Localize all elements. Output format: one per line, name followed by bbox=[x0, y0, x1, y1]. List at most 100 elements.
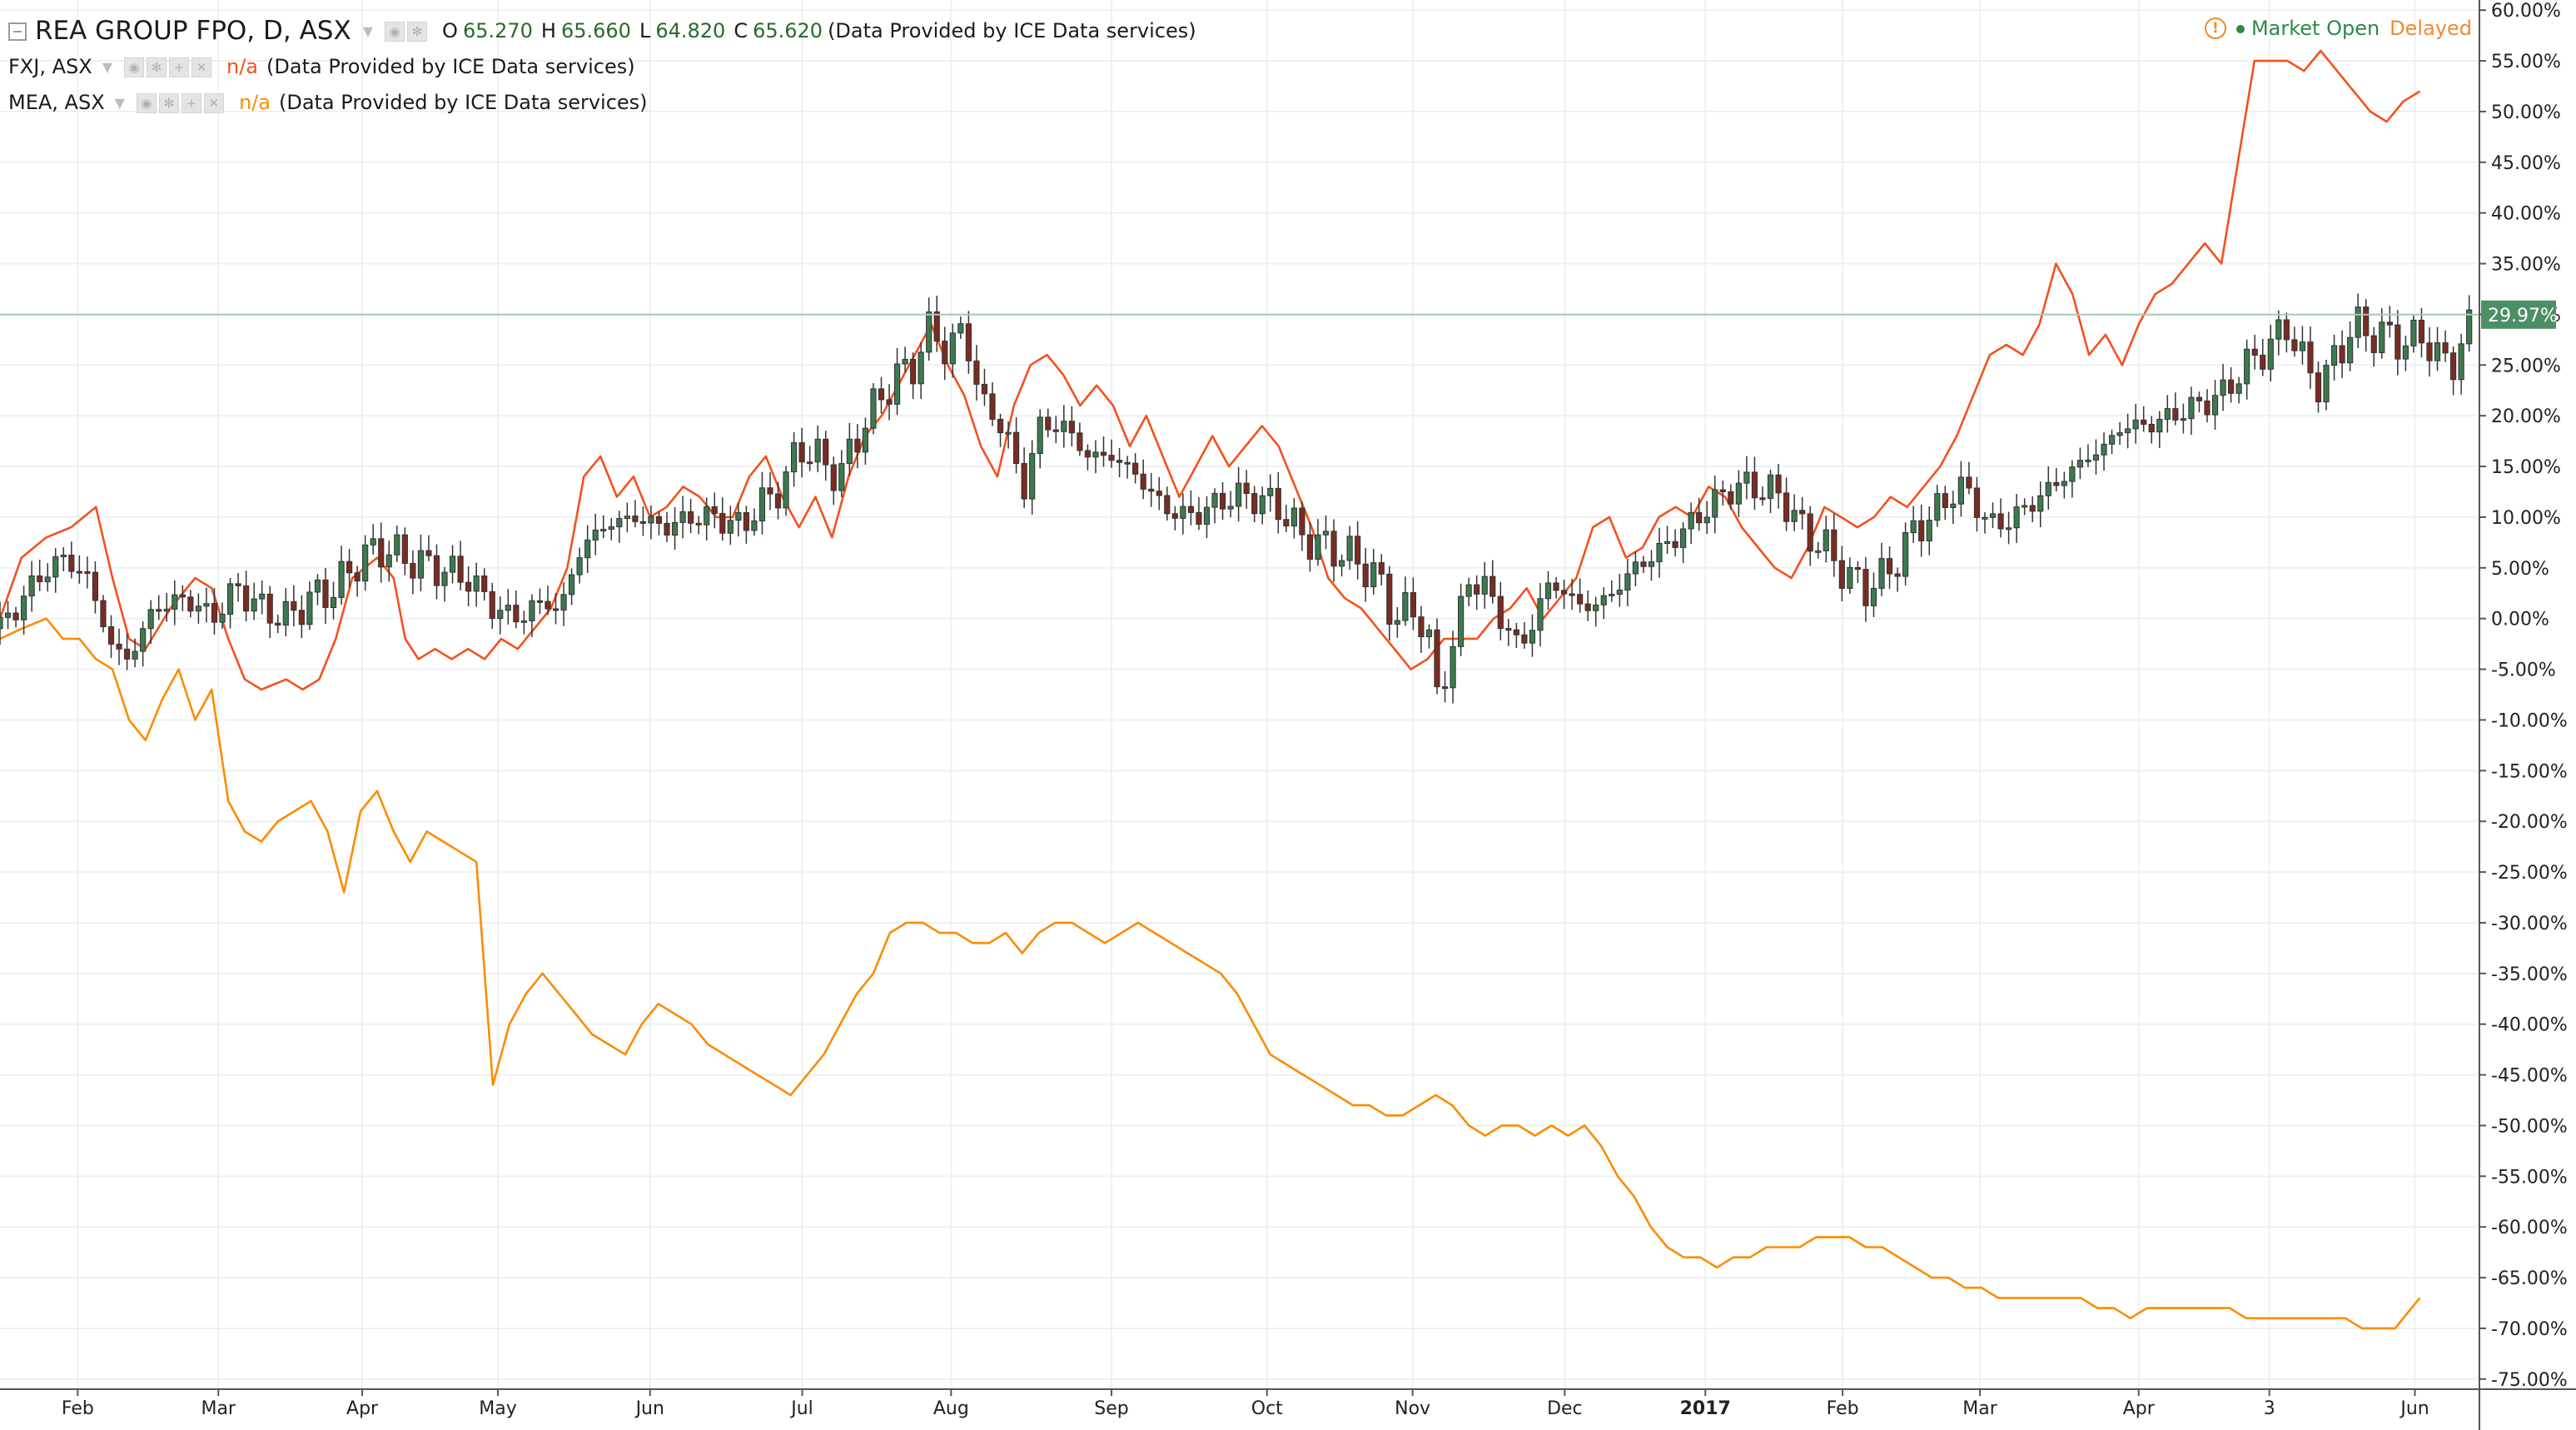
chevron-down-icon[interactable]: ▼ bbox=[362, 23, 374, 39]
series-line-fxj bbox=[0, 49, 2421, 691]
series-layer bbox=[0, 49, 2479, 1330]
collapse-icon[interactable] bbox=[8, 22, 27, 41]
gear-icon[interactable]: ✻ bbox=[407, 21, 428, 42]
candle-body bbox=[2275, 319, 2282, 340]
candle-body bbox=[1330, 531, 1337, 567]
candle-body bbox=[457, 556, 464, 583]
candle-body bbox=[536, 600, 544, 603]
y-tick-label: -50.00% bbox=[2491, 1116, 2568, 1137]
candle-body bbox=[989, 393, 996, 420]
candle-body bbox=[1966, 476, 1972, 489]
candle-body bbox=[1196, 511, 1202, 525]
candle-body bbox=[1973, 487, 1981, 518]
compare-symbol[interactable]: FXJ, ASX bbox=[8, 55, 92, 78]
gear-icon[interactable]: ✻ bbox=[147, 57, 167, 77]
candle-body bbox=[2267, 338, 2274, 370]
candle-body bbox=[1283, 519, 1290, 527]
candle-body bbox=[1942, 493, 1948, 508]
x-tick-label: May bbox=[479, 1398, 516, 1419]
candle-body bbox=[1410, 592, 1416, 618]
candle-body bbox=[1560, 590, 1568, 595]
candle-body bbox=[187, 596, 194, 612]
y-tick-label: 35.00% bbox=[2491, 255, 2561, 276]
candle-body bbox=[1132, 462, 1139, 475]
candle-body bbox=[1950, 503, 1957, 508]
chevron-down-icon[interactable]: ▼ bbox=[102, 59, 112, 75]
compare-symbol[interactable]: MEA, ASX bbox=[8, 91, 105, 114]
candle-body bbox=[2085, 459, 2091, 462]
candle-body bbox=[783, 471, 789, 509]
candle-body bbox=[639, 521, 647, 524]
y-tick-label: -45.00% bbox=[2491, 1066, 2568, 1087]
candle-body bbox=[2228, 379, 2235, 394]
candle-body bbox=[226, 583, 234, 615]
candle-body bbox=[2426, 342, 2433, 361]
candle-body bbox=[1346, 536, 1353, 561]
candle-body bbox=[1870, 587, 1877, 606]
candle-body bbox=[338, 561, 345, 598]
close-label: C bbox=[734, 19, 748, 42]
candle-body bbox=[1910, 520, 1917, 534]
candle-body bbox=[2101, 443, 2107, 456]
candle-body bbox=[481, 575, 488, 592]
candle-body bbox=[1156, 491, 1162, 496]
candle-body bbox=[1497, 595, 1504, 630]
candle-body bbox=[592, 529, 599, 541]
chevron-down-icon[interactable]: ▼ bbox=[114, 95, 125, 111]
candle-body bbox=[2315, 372, 2322, 403]
candle-body bbox=[1203, 506, 1211, 525]
candle-body bbox=[1068, 421, 1075, 434]
candle-body bbox=[235, 583, 241, 586]
candle-body bbox=[1386, 573, 1393, 625]
candle-body bbox=[2347, 336, 2354, 364]
x-tick-label: Apr bbox=[346, 1398, 379, 1419]
candle-body bbox=[981, 383, 988, 395]
candle-body bbox=[854, 438, 861, 453]
candle-body bbox=[2204, 400, 2210, 416]
candle-body bbox=[1767, 474, 1774, 499]
candle-body bbox=[1696, 511, 1703, 524]
candle-body bbox=[172, 594, 178, 610]
candle-body bbox=[997, 418, 1004, 434]
candle-body bbox=[195, 605, 201, 612]
gear-icon[interactable]: ✻ bbox=[158, 92, 179, 113]
candle-body bbox=[163, 608, 170, 612]
candle-body bbox=[1624, 573, 1631, 591]
candle-body bbox=[1886, 558, 1893, 575]
eye-icon[interactable]: ◉ bbox=[136, 92, 157, 113]
candle-body bbox=[2141, 419, 2147, 425]
candle-body bbox=[2330, 345, 2338, 366]
candle-body bbox=[401, 534, 408, 564]
eye-icon[interactable]: ◉ bbox=[385, 21, 405, 42]
last-value-badge bbox=[2481, 300, 2556, 329]
candle-body bbox=[497, 610, 504, 620]
candle-body bbox=[1029, 453, 1036, 500]
candle-body bbox=[1219, 492, 1226, 510]
plus-icon[interactable]: + bbox=[181, 92, 201, 113]
candle-body bbox=[807, 461, 813, 465]
candle-body bbox=[568, 574, 575, 595]
candle-body bbox=[2005, 527, 2012, 531]
close-icon[interactable]: ✕ bbox=[191, 57, 211, 77]
candle-body bbox=[1045, 416, 1052, 431]
y-tick-label: -30.00% bbox=[2491, 914, 2568, 934]
candle-body bbox=[1418, 616, 1425, 638]
main-symbol-title[interactable]: REA GROUP FPO, D, ASX bbox=[35, 16, 351, 46]
candle-body bbox=[560, 594, 567, 611]
candle-body bbox=[513, 605, 520, 623]
market-open-text: Market Open bbox=[2250, 17, 2380, 40]
data-provider-label: (Data Provided by ICE Data services) bbox=[266, 55, 635, 78]
candle-body bbox=[520, 620, 527, 623]
candle-body bbox=[1926, 520, 1932, 541]
y-tick-label: 45.00% bbox=[2491, 153, 2561, 174]
close-icon[interactable]: ✕ bbox=[203, 92, 224, 113]
eye-icon[interactable]: ◉ bbox=[124, 57, 144, 77]
high-label: H bbox=[540, 19, 556, 42]
warning-icon[interactable]: ! bbox=[2204, 17, 2226, 39]
candle-body bbox=[2291, 339, 2298, 351]
candle-body bbox=[243, 585, 250, 612]
plus-icon[interactable]: + bbox=[169, 57, 189, 77]
candle-body bbox=[1989, 513, 1997, 518]
x-tick-label: Oct bbox=[1251, 1398, 1283, 1419]
